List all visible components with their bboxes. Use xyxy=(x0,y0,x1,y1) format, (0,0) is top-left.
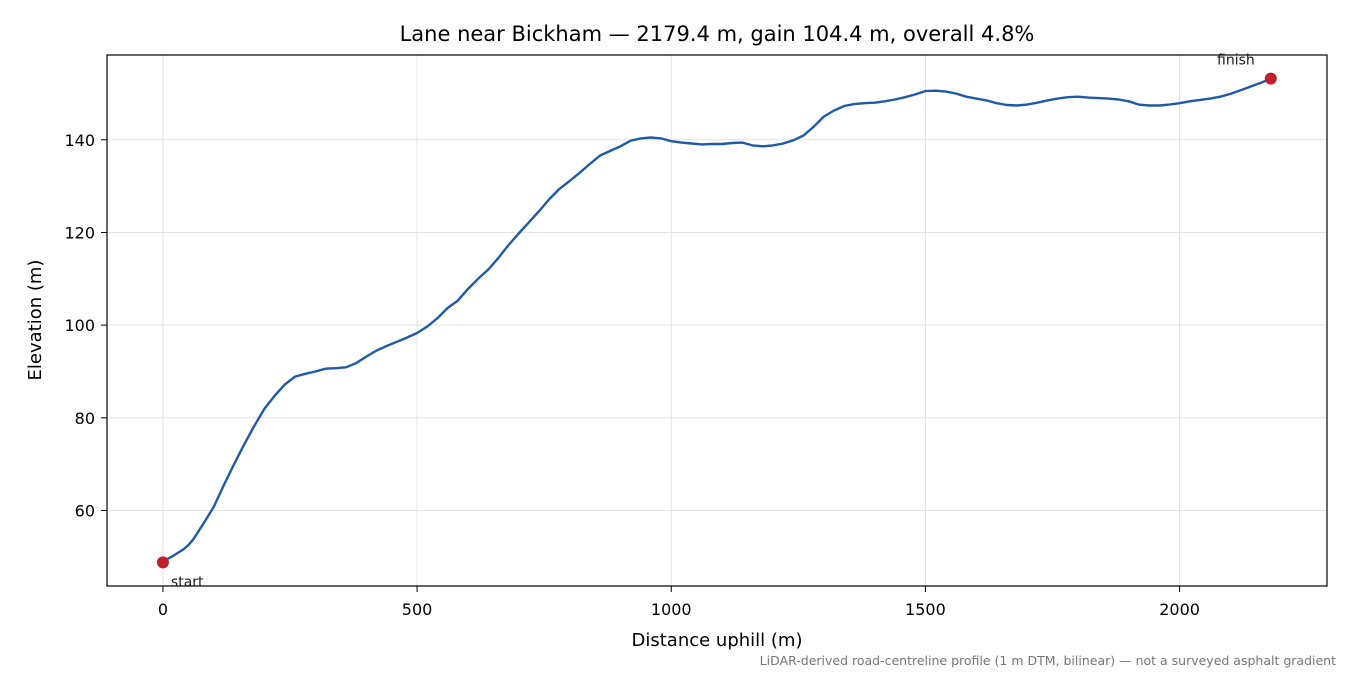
y-tick-label: 140 xyxy=(64,131,95,150)
grid-layer xyxy=(107,55,1327,586)
series-layer xyxy=(161,77,1273,563)
x-tick-label: 500 xyxy=(402,600,433,619)
y-axis-label: Elevation (m) xyxy=(25,260,46,381)
y-tick-label: 80 xyxy=(75,409,95,428)
y-tick-label: 120 xyxy=(64,223,95,242)
y-tick-label: 100 xyxy=(64,316,95,335)
chart-title: Lane near Bickham — 2179.4 m, gain 104.4… xyxy=(400,22,1035,46)
x-axis-label: Distance uphill (m) xyxy=(632,630,803,651)
x-tick-label: 2000 xyxy=(1159,600,1200,619)
plot-frame xyxy=(106,54,1328,587)
x-tick-label: 0 xyxy=(158,600,168,619)
start-marker xyxy=(156,556,169,569)
x-tick-label: 1000 xyxy=(651,600,692,619)
start-label: start xyxy=(171,574,204,590)
finish-label: finish xyxy=(1217,53,1255,69)
x-tick-label: 1500 xyxy=(905,600,946,619)
footnote: LiDAR-derived road-centreline profile (1… xyxy=(760,653,1336,668)
tick-layer: 0 500 1000 1500 2000 60 80 100 120 140 xyxy=(64,131,1199,619)
finish-marker xyxy=(1264,72,1277,85)
elevation-profile-line xyxy=(161,77,1273,563)
annotation-layer: start finish xyxy=(156,53,1277,590)
y-tick-label: 60 xyxy=(75,501,95,520)
